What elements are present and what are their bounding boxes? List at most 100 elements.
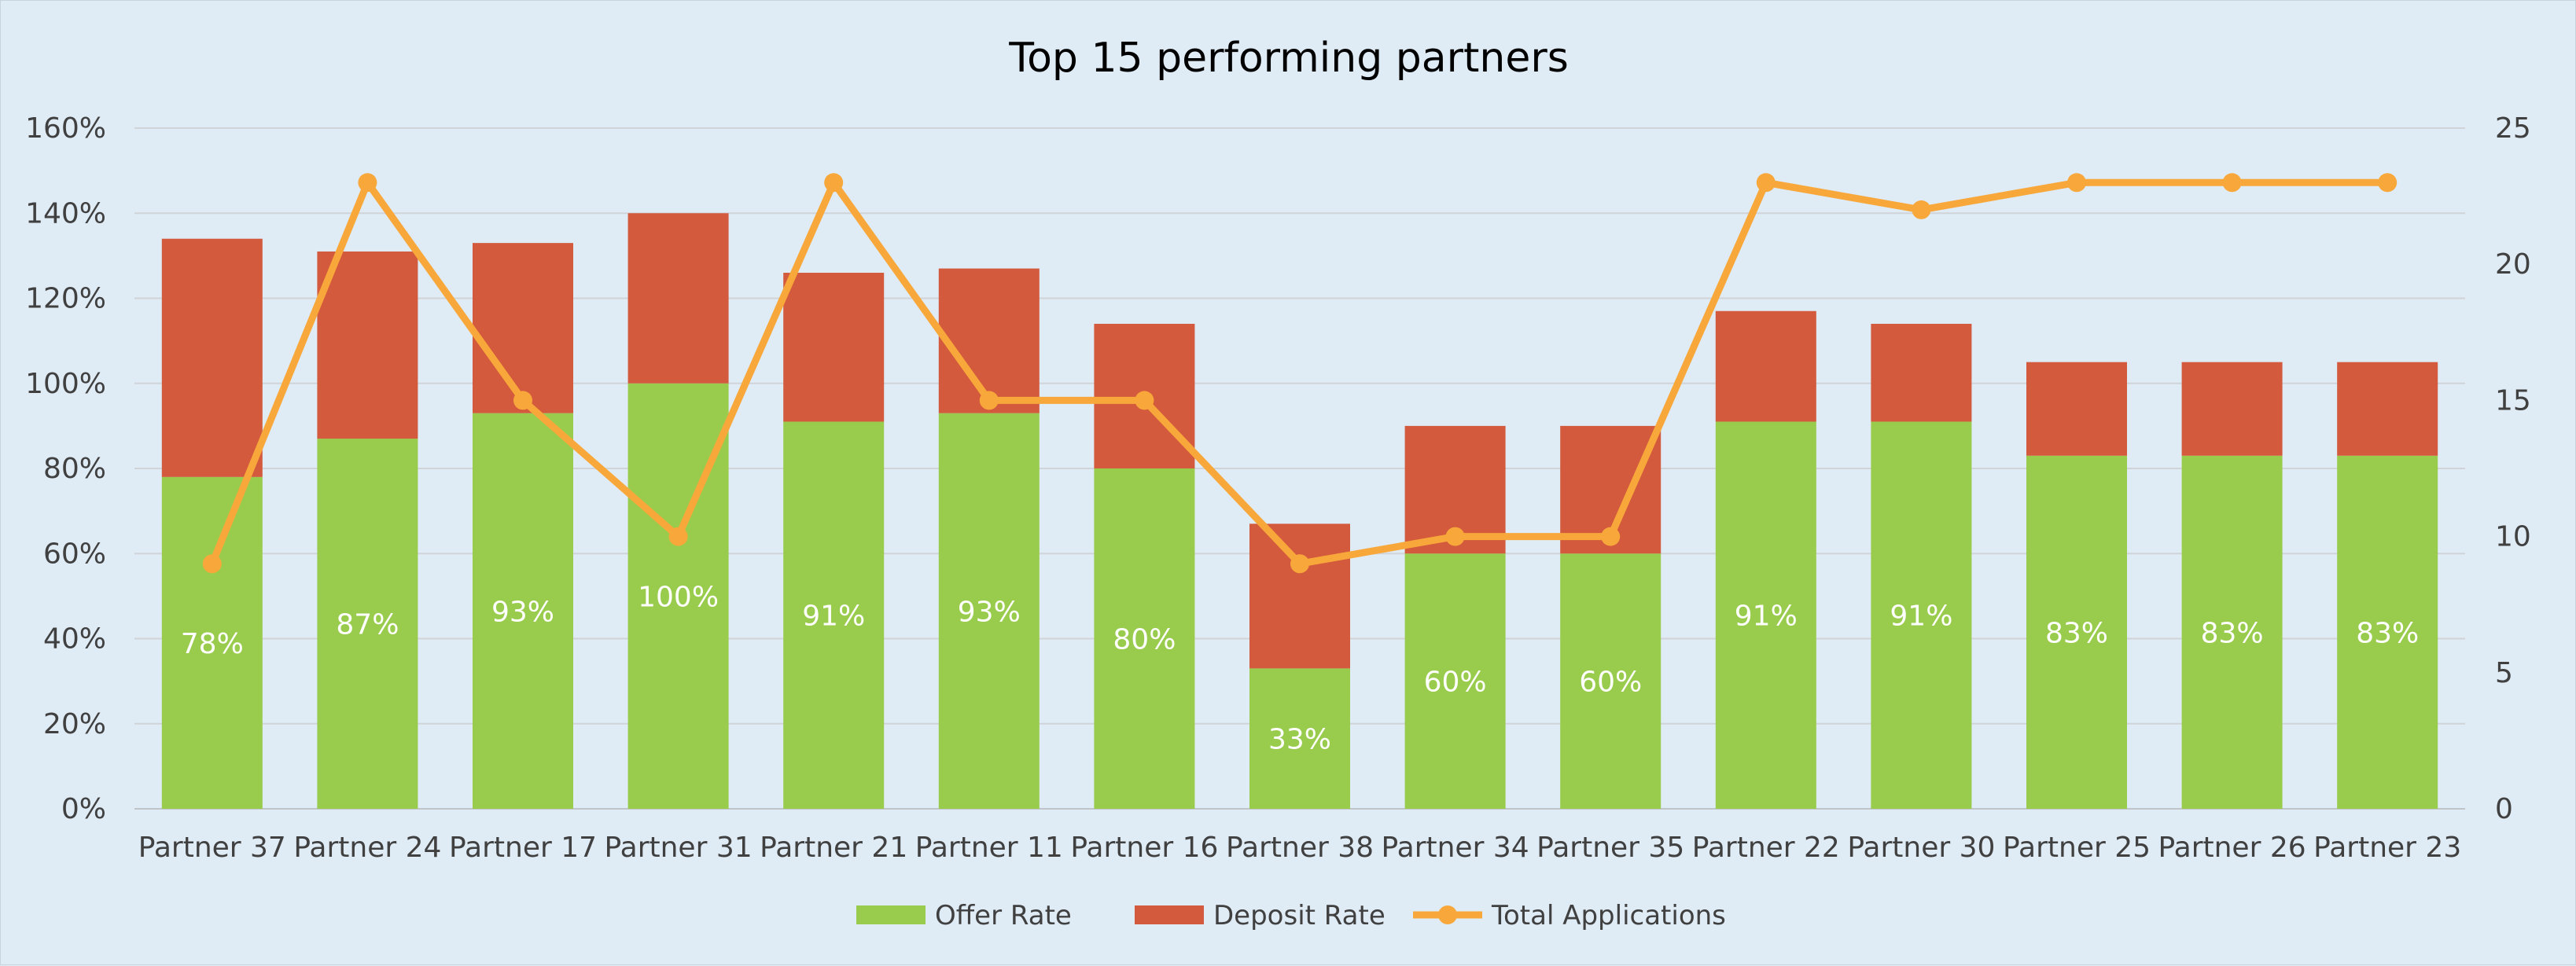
right-tick-label: 15 (2495, 384, 2531, 417)
applications-point (202, 554, 222, 574)
legend-swatch (856, 905, 926, 924)
deposit-rate-bar (938, 268, 1040, 413)
deposit-rate-bar (317, 251, 418, 439)
right-tick-label: 5 (2495, 657, 2513, 689)
deposit-rate-bar (1249, 523, 1350, 669)
offer-rate-data-label: 60% (1424, 667, 1487, 699)
offer-rate-data-label: 100% (638, 581, 719, 613)
applications-point (1290, 554, 1309, 574)
offer-rate-bar (1715, 421, 1816, 809)
x-tick-label: Partner 38 (1226, 832, 1374, 864)
x-tick-label: Partner 35 (1536, 832, 1684, 864)
legend-item: Deposit Rate (1135, 900, 1386, 931)
legend-item: Offer Rate (856, 900, 1072, 931)
offer-rate-data-label: 91% (1735, 601, 1798, 633)
left-tick-label: 20% (43, 708, 106, 740)
legend: Offer Rate Deposit Rate Total Applications (856, 900, 1726, 931)
offer-rate-data-label: 60% (1579, 667, 1642, 699)
deposit-rate-bar (2181, 362, 2283, 456)
x-tick-label: Partner 21 (760, 832, 907, 864)
offer-rate-bar (1249, 668, 1350, 809)
left-tick-label: 40% (43, 623, 106, 656)
left-tick-label: 0% (61, 793, 106, 825)
deposit-rate-bar (1715, 310, 1816, 422)
x-tick-label: Partner 34 (1382, 832, 1529, 864)
left-tick-label: 60% (43, 538, 106, 570)
x-tick-label: Partner 25 (2003, 832, 2151, 864)
left-axis: 0% 20% 40% 60% 80% 100% 120% 140% 160% (25, 112, 106, 825)
legend-label: Offer Rate (935, 900, 1072, 931)
applications-point (1445, 527, 1465, 546)
legend-marker (1438, 905, 1457, 924)
offer-rate-bar (1871, 421, 1972, 809)
applications-point (1135, 391, 1154, 410)
applications-point (1601, 527, 1621, 546)
applications-point (2378, 173, 2398, 193)
deposit-rate-bar (2026, 362, 2127, 456)
x-tick-label: Partner 23 (2313, 832, 2461, 864)
bar-data-labels: 78% 87% 93% 100% 91% 93% 80% 33% 60% 60% 91% 91% 83%… (181, 581, 2419, 755)
right-tick-label: 20 (2495, 248, 2531, 281)
right-axis: 0 5 10 15 20 25 (2495, 112, 2531, 825)
left-tick-label: 160% (25, 112, 106, 145)
offer-rate-bar (2337, 455, 2438, 809)
deposit-rate-bar (473, 243, 573, 413)
offer-rate-bar (938, 413, 1040, 809)
x-tick-label: Partner 24 (293, 832, 441, 864)
legend-label: Deposit Rate (1213, 900, 1386, 931)
offer-rate-data-label: 33% (1268, 724, 1331, 756)
left-tick-label: 100% (25, 368, 106, 400)
deposit-rate-bar (161, 238, 263, 477)
offer-rate-data-label: 83% (2201, 617, 2264, 649)
applications-point (1756, 173, 1776, 193)
legend-label: Total Applications (1491, 900, 1726, 931)
x-tick-label: Partner 30 (1847, 832, 1995, 864)
applications-point (358, 173, 377, 193)
x-tick-label: Partner 22 (1692, 832, 1840, 864)
deposit-rate-bar (1871, 323, 1972, 422)
offer-rate-bar (1560, 553, 1662, 809)
right-tick-label: 25 (2495, 112, 2531, 145)
left-tick-label: 120% (25, 283, 106, 315)
bars (161, 213, 2438, 809)
x-axis: Partner 37 Partner 24 Partner 17 Partner 31… (138, 832, 2461, 864)
deposit-rate-bar (2337, 362, 2438, 456)
offer-rate-data-label: 87% (336, 609, 399, 641)
offer-rate-data-label: 78% (181, 628, 244, 660)
x-tick-label: Partner 11 (915, 832, 1063, 864)
offer-rate-bar (2026, 455, 2127, 809)
deposit-rate-bar (783, 273, 885, 422)
offer-rate-data-label: 83% (2356, 617, 2419, 649)
x-tick-label: Partner 16 (1070, 832, 1218, 864)
offer-rate-data-label: 80% (1113, 624, 1176, 656)
x-tick-label: Partner 26 (2158, 832, 2306, 864)
x-tick-label: Partner 31 (605, 832, 753, 864)
applications-point (824, 173, 844, 193)
offer-rate-data-label: 93% (958, 596, 1021, 628)
right-tick-label: 10 (2495, 521, 2531, 553)
offer-rate-bar (2181, 455, 2283, 809)
left-tick-label: 140% (25, 197, 106, 230)
applications-line (202, 173, 2398, 574)
legend-swatch (1135, 905, 1204, 924)
chart-title: Top 15 performing partners (1008, 35, 1569, 82)
offer-rate-bar (317, 439, 418, 809)
offer-rate-data-label: 91% (1890, 601, 1952, 633)
offer-rate-data-label: 83% (2045, 617, 2108, 649)
offer-rate-bar (473, 413, 573, 809)
left-tick-label: 80% (43, 453, 106, 485)
offer-rate-bar (1404, 553, 1506, 809)
x-tick-label: Partner 17 (449, 832, 597, 864)
legend-item: Total Applications (1413, 900, 1726, 931)
offer-rate-bar (783, 421, 885, 809)
deposit-rate-bar (627, 213, 729, 384)
applications-point (513, 391, 532, 410)
applications-point (979, 391, 999, 410)
offer-rate-bar (161, 476, 263, 809)
applications-point (2222, 173, 2242, 193)
right-tick-label: 0 (2495, 793, 2513, 825)
applications-point (1912, 200, 1931, 219)
applications-point (668, 527, 688, 546)
